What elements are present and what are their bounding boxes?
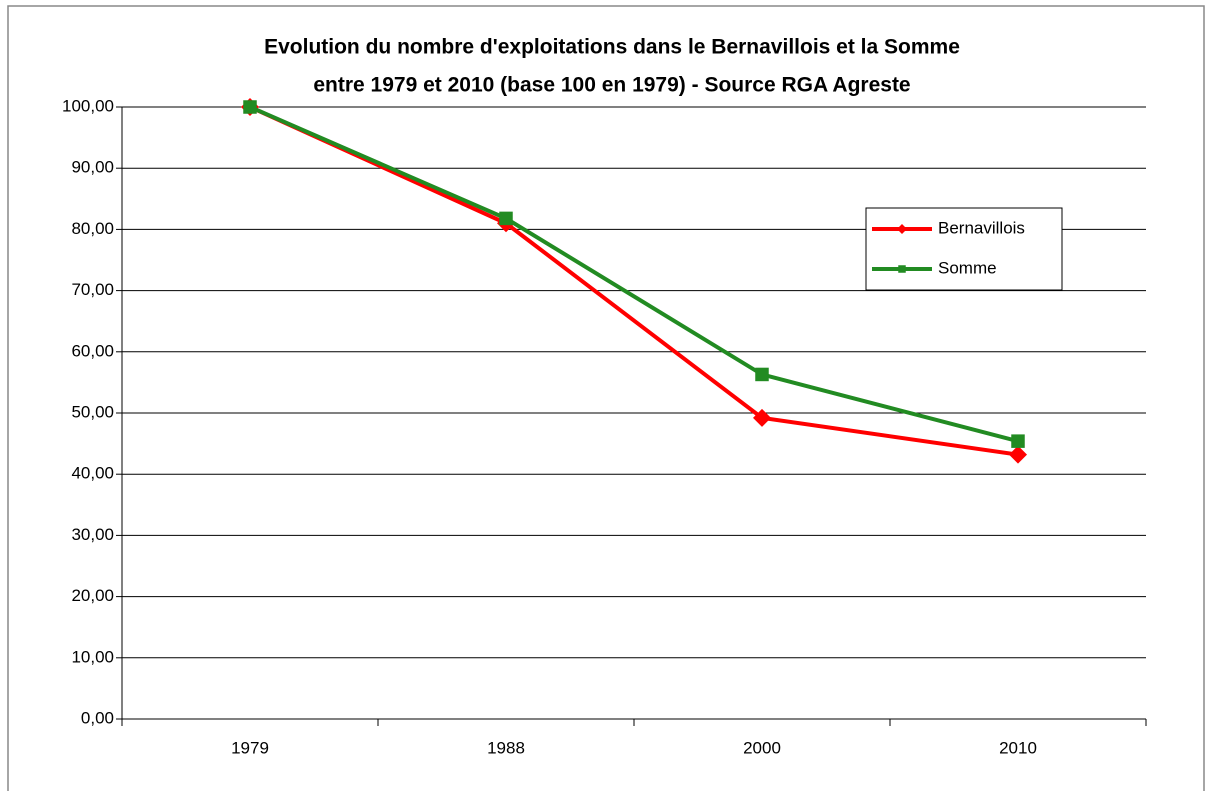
y-tick-label: 60,00 [71, 341, 114, 360]
y-tick-label: 40,00 [71, 464, 114, 483]
x-tick-label: 2000 [743, 738, 781, 757]
y-tick-label: 0,00 [81, 708, 114, 727]
series-line [249, 105, 1019, 444]
x-tick-label: 2010 [999, 738, 1037, 757]
series-line [249, 105, 1019, 457]
marker [897, 224, 907, 234]
legend-box [865, 207, 1063, 291]
marker [753, 408, 771, 427]
y-tick-label: 100,00 [62, 96, 114, 115]
y-tick-label: 50,00 [71, 402, 114, 421]
marker [898, 265, 906, 273]
chart-frame [7, 5, 1205, 791]
chart-title: entre 1979 et 2010 (base 100 en 1979) - … [313, 74, 910, 97]
y-tick-label: 70,00 [71, 280, 114, 299]
x-tick-label: 1979 [231, 738, 269, 757]
marker [1011, 434, 1025, 448]
legend-label: Somme [938, 258, 997, 277]
marker [755, 367, 769, 382]
marker [1009, 445, 1027, 464]
marker [499, 211, 513, 226]
legend-label: Bernavillois [938, 218, 1025, 237]
chart-title: Evolution du nombre d'exploitations dans… [264, 36, 960, 59]
x-tick-label: 1988 [487, 738, 525, 757]
y-tick-label: 30,00 [71, 525, 114, 544]
marker [243, 100, 257, 114]
y-tick-label: 10,00 [71, 647, 114, 666]
y-tick-label: 20,00 [71, 586, 114, 605]
y-tick-label: 90,00 [71, 158, 114, 177]
y-tick-label: 80,00 [71, 219, 114, 238]
